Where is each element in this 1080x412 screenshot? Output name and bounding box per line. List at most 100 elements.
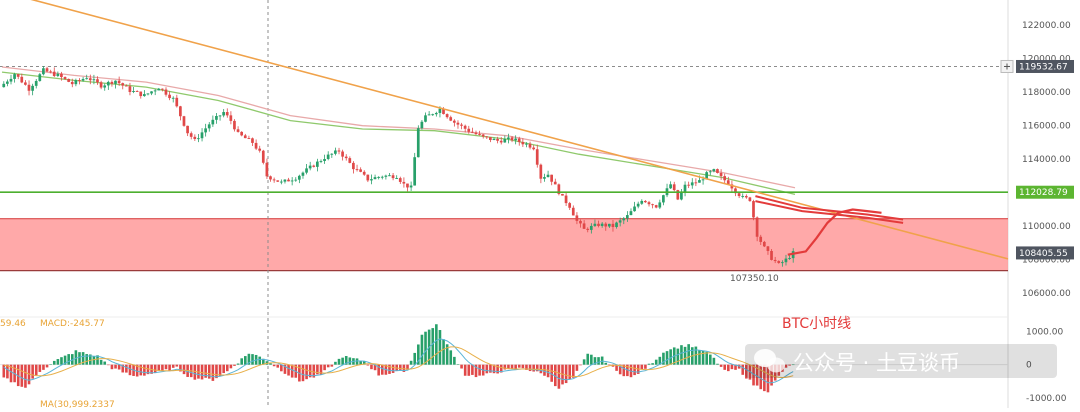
macd-histogram-bar	[56, 359, 60, 365]
macd-histogram-bar	[586, 353, 590, 365]
candle-body	[496, 138, 499, 141]
candle-body	[571, 207, 575, 216]
candle-body	[489, 137, 492, 141]
candle-body	[297, 175, 301, 180]
macd-histogram-bar	[200, 364, 204, 380]
candle-body	[6, 81, 9, 84]
candle-body	[370, 179, 373, 181]
macd-histogram-bar	[24, 364, 27, 388]
candle-body	[777, 261, 781, 263]
candle-body	[478, 134, 481, 135]
candle-body	[582, 223, 586, 229]
macd-axis-tick-label: 1000.00	[1026, 327, 1063, 337]
price-tag-label: 112028.79	[1019, 188, 1068, 198]
candle-body	[525, 143, 528, 145]
candle-body	[744, 195, 748, 198]
candle-body	[359, 169, 362, 172]
macd-histogram-bar	[355, 358, 359, 365]
macd-histogram-bar	[326, 364, 330, 368]
candle-body	[186, 125, 189, 134]
candle-body	[182, 116, 186, 126]
macd-dea-line	[3, 346, 794, 379]
macd-histogram-bar	[694, 346, 698, 365]
candle-body	[157, 88, 161, 91]
candle-body	[694, 182, 698, 184]
candle-body	[640, 200, 644, 204]
candle-body	[315, 161, 319, 167]
macd-histogram-bar	[510, 364, 514, 369]
candle-body	[416, 128, 420, 158]
candle-body	[528, 143, 532, 148]
macd-histogram-bar	[651, 363, 654, 365]
candle-body	[344, 156, 348, 159]
macd-histogram-bar	[312, 364, 316, 378]
macd-histogram-bar	[442, 339, 445, 365]
candle-body	[770, 250, 773, 260]
candle-body	[204, 128, 207, 133]
candle-body	[575, 215, 579, 221]
candle-body	[31, 85, 34, 91]
candle-body	[362, 171, 366, 175]
candle-body	[662, 195, 665, 203]
candle-body	[308, 165, 312, 169]
macd-histogram-bar	[218, 364, 222, 377]
candle-body	[557, 184, 561, 194]
price-axis-tick-label: 122000.00	[1022, 21, 1071, 31]
macd-histogram-bar	[424, 331, 427, 365]
price-axis-tick-label: 120000.00	[1022, 55, 1071, 65]
macd-histogram-bar	[63, 355, 67, 365]
macd-histogram-bar	[701, 350, 705, 365]
macd-histogram-bar	[640, 364, 644, 370]
macd-histogram-bar	[615, 364, 618, 371]
macd-histogram-bar	[532, 364, 535, 372]
support-zone-layer	[0, 218, 1008, 272]
candle-body	[579, 220, 582, 224]
macd-histogram-bar	[593, 357, 597, 365]
candle-body	[326, 154, 330, 159]
macd-histogram-bar	[157, 364, 161, 371]
candle-body	[492, 138, 496, 141]
macd-histogram-bar	[463, 364, 467, 376]
macd-histogram-bar	[622, 364, 626, 377]
candle-body	[586, 228, 590, 230]
candle-body	[319, 161, 323, 162]
candle-body	[589, 225, 593, 230]
candle-body	[377, 176, 380, 178]
candle-body	[463, 125, 467, 129]
macd-histogram-bar	[503, 364, 507, 370]
macd-histogram-bar	[85, 354, 89, 365]
candle-body	[669, 184, 672, 189]
price-axis-tick-label: 106000.00	[1022, 289, 1071, 299]
candle-body	[424, 115, 427, 122]
candle-body	[553, 181, 557, 185]
macd-histogram-bar	[431, 328, 435, 365]
candle-body	[698, 180, 701, 183]
macd-histogram-bar	[478, 364, 481, 376]
candle-body	[312, 165, 316, 167]
candle-body	[701, 179, 705, 181]
candle-body	[366, 174, 370, 181]
candle-body	[20, 76, 24, 83]
candle-body	[755, 217, 759, 237]
macd-histogram-bar	[31, 364, 34, 379]
candle-body	[499, 140, 503, 143]
macd-histogram-bar	[276, 364, 280, 368]
candle-body	[45, 68, 49, 72]
candle-body	[146, 93, 150, 95]
candle-body	[218, 115, 222, 117]
macd-histogram-bar	[698, 350, 701, 365]
candle-body	[142, 94, 146, 97]
candle-body	[269, 176, 272, 180]
macd-histogram-bar	[708, 354, 712, 365]
macd-histogram-bar	[233, 364, 236, 366]
macd-histogram-bar	[45, 364, 49, 368]
macd-histogram-bar	[370, 364, 373, 370]
candle-body	[42, 68, 45, 75]
macd-histogram-bar	[496, 364, 499, 374]
candle-body	[788, 258, 791, 260]
macd-histogram-bar	[438, 330, 442, 365]
macd-histogram-bar	[81, 352, 85, 365]
candle-body	[406, 183, 409, 188]
macd-histogram-bar	[20, 364, 24, 387]
